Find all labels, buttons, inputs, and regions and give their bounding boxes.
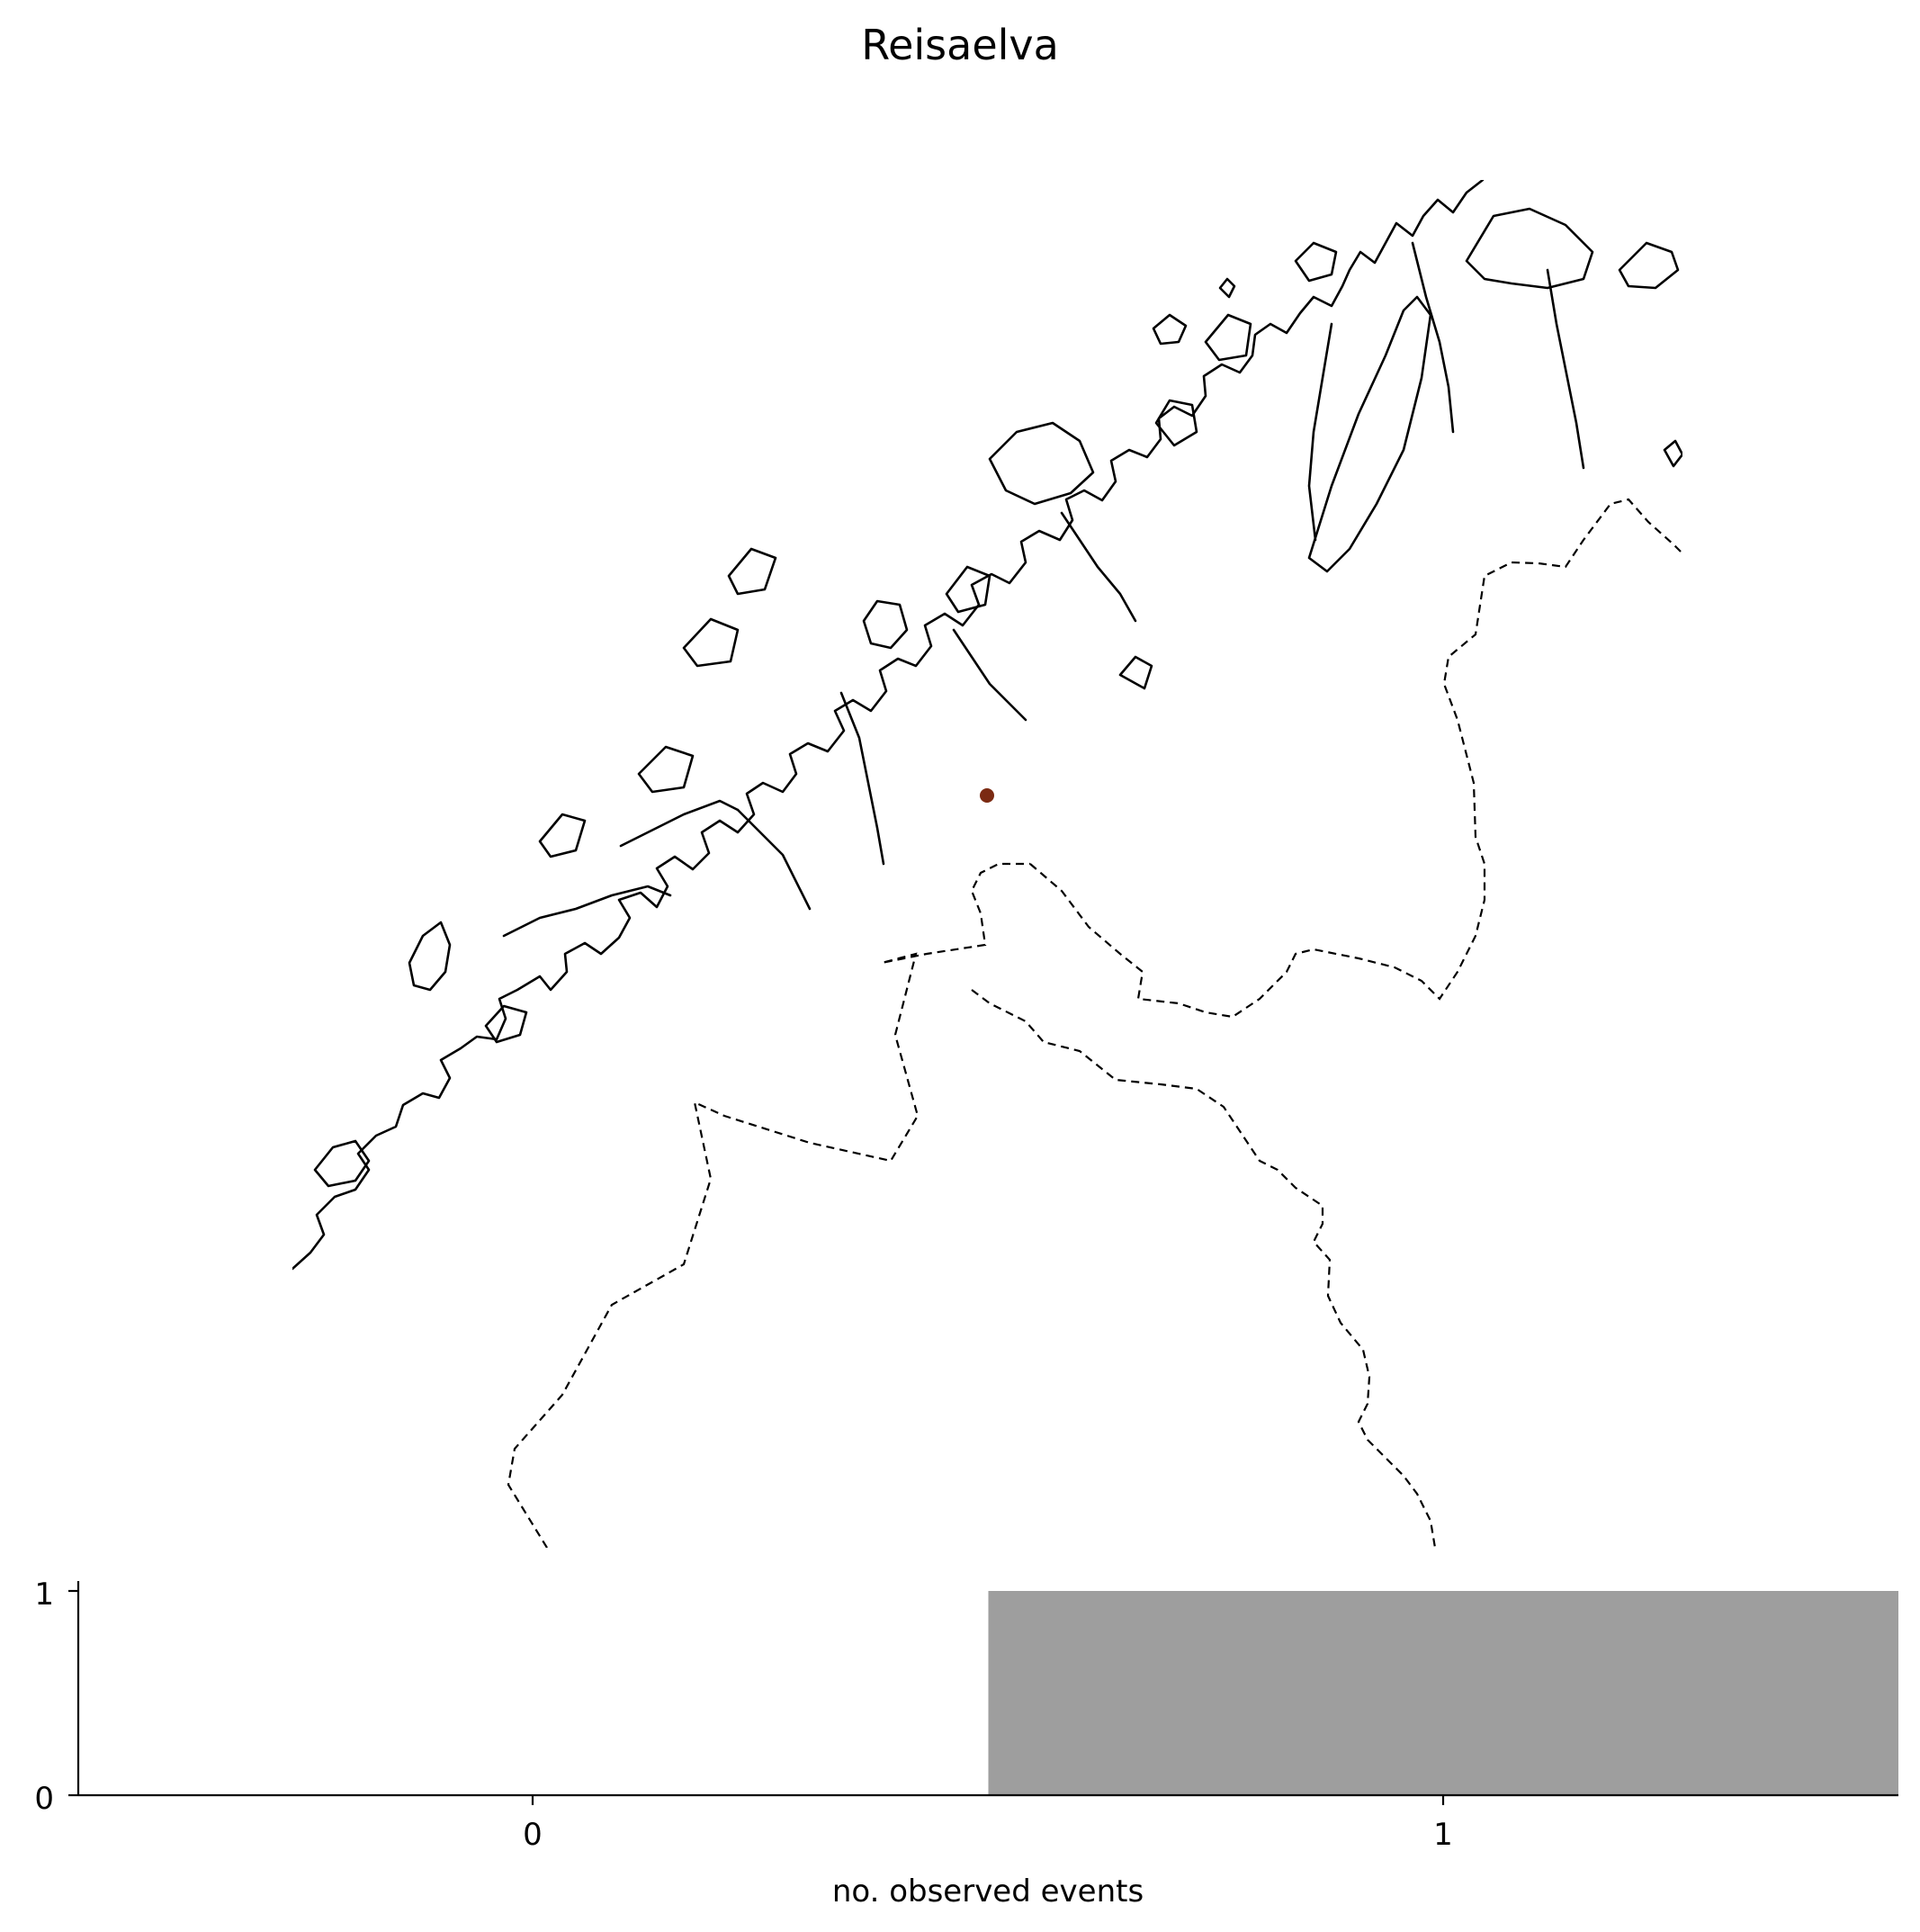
coastline-fjord (1411, 241, 1455, 434)
coastline-island (1294, 241, 1338, 283)
y-tick-label: 0 (34, 1781, 54, 1817)
national-borders (507, 498, 1682, 1548)
coastline-island (1307, 295, 1432, 573)
border-norway-finland (1029, 498, 1682, 1019)
coastline-island (637, 745, 695, 794)
coastline-fjord (952, 628, 1027, 722)
coastline-island (313, 1139, 371, 1188)
histogram-panel: 0 1 0 1 no. observed events (34, 1577, 1898, 1910)
y-ticks: 0 1 (34, 1577, 78, 1817)
coastline-island (484, 1004, 528, 1044)
x-ticks: 0 1 (523, 1795, 1453, 1853)
coastline-island (1663, 439, 1682, 468)
coastline-fjord (1546, 268, 1585, 470)
station-marker (980, 788, 994, 803)
coastline-island (945, 565, 991, 614)
coastline-fjord (1307, 322, 1333, 542)
x-tick-label: 0 (523, 1817, 543, 1853)
map-panel (292, 180, 1682, 1548)
coastline-fjord (502, 885, 672, 938)
coastline-island (408, 921, 452, 992)
histogram-bars (988, 1591, 1898, 1795)
coastline-fjord (736, 808, 812, 911)
coastline-island (988, 421, 1095, 506)
coastline-island (1218, 277, 1236, 299)
y-tick-label: 1 (34, 1577, 54, 1613)
coastline-mainland (292, 180, 1485, 1271)
coastline-fjord (619, 799, 740, 848)
coastline-island (538, 813, 587, 858)
coastline-island (1118, 655, 1153, 690)
coastline-fjord (839, 691, 885, 866)
coastline-island (1152, 313, 1188, 346)
coastline-fjord (1060, 511, 1137, 623)
coastline-island (1465, 207, 1594, 290)
coastline (292, 180, 1682, 1271)
border-sweden-finland (971, 989, 1437, 1548)
coastline-island (682, 617, 740, 668)
coastline-island (862, 599, 909, 650)
border-norway-sweden (507, 862, 1030, 1548)
histogram-bar (988, 1591, 1898, 1795)
x-tick-label: 1 (1433, 1817, 1453, 1853)
coastline-island (1154, 399, 1198, 447)
x-axis-label: no. observed events (832, 1874, 1144, 1910)
coastline-island (1204, 313, 1252, 362)
coastline-island (727, 547, 777, 596)
coastline-island (1618, 241, 1680, 290)
figure-title: Reisaelva (861, 21, 1059, 69)
